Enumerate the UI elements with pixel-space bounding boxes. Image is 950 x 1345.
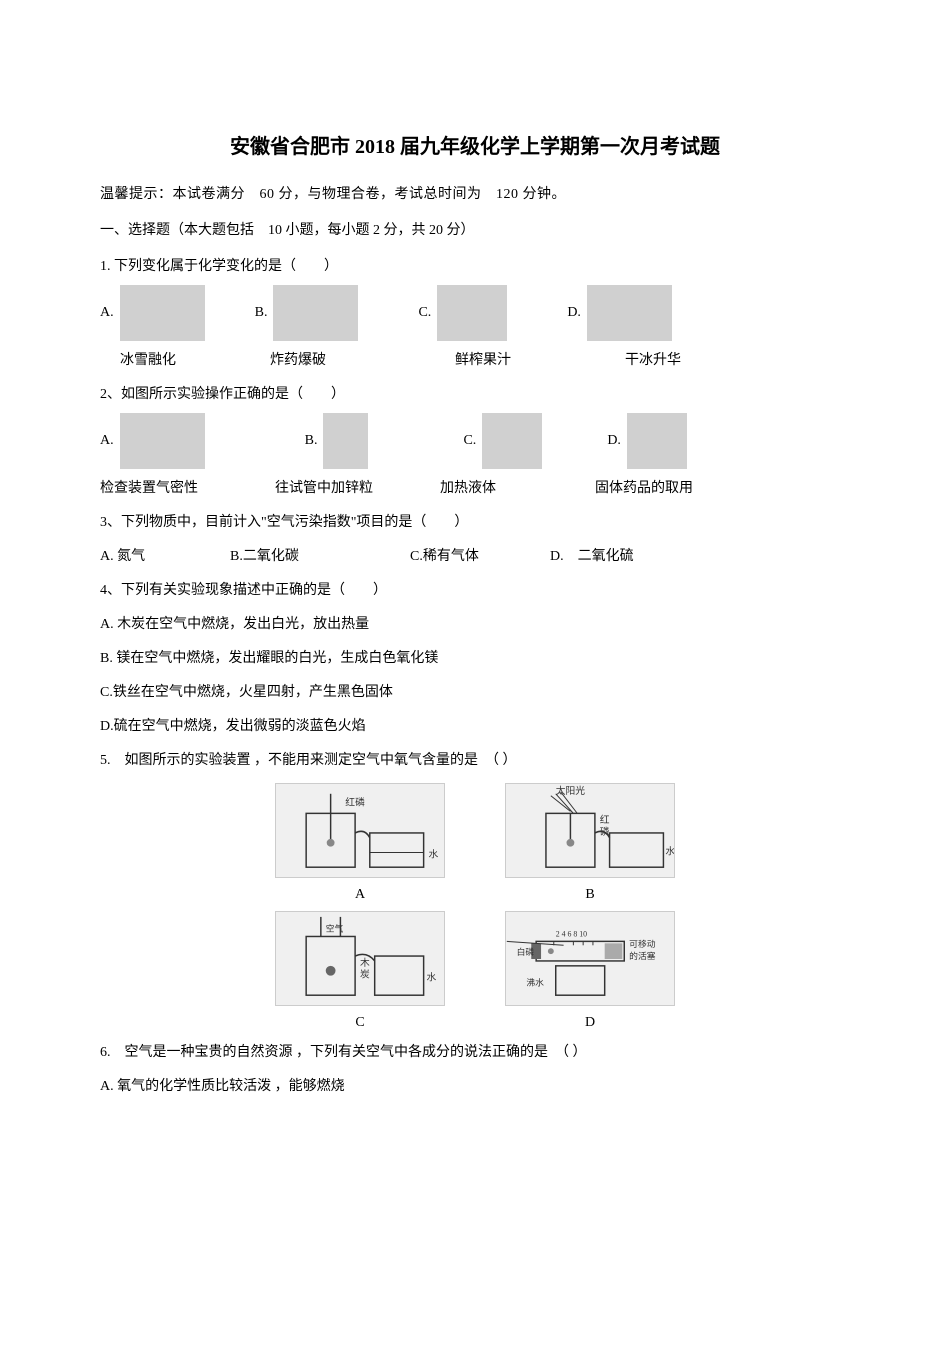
svg-text:红磷: 红磷 [345,796,365,809]
exam-title: 安徽省合肥市 2018 届九年级化学上学期第一次月考试题 [100,130,850,159]
svg-text:水: 水 [429,848,439,860]
q4-option-a: A. 木炭在空气中燃烧，发出白光，放出热量 [100,613,850,633]
q2-image-b [323,413,368,469]
q5-diagrams: 红磷 水 A 太阳光 红 磷 水 B [100,783,850,1031]
q2-label-b: B. [305,433,318,449]
q2-option-a: A. [100,413,205,469]
q2-image-d [627,413,687,469]
q5-svg-b: 太阳光 红 磷 水 [505,783,675,878]
q1-label-a: A. [100,305,114,321]
q1-options: A. B. C. D. [100,285,850,341]
q5-svg-a: 红磷 水 [275,783,445,878]
svg-text:太阳光: 太阳光 [556,784,586,797]
exam-hint: 温馨提示：本试卷满分 60 分，与物理合卷，考试总时间为 120 分钟。 [100,183,850,203]
q1-option-d: D. [567,285,672,341]
q2-captions: 检查装置气密性 往试管中加锌粒 加热液体 固体药品的取用 [100,477,850,497]
section-1-header: 一、选择题（本大题包括 10 小题，每小题 2 分，共 20 分） [100,219,850,239]
q3-text: 3、下列物质中，目前计入"空气污染指数"项目的是（ ） [100,511,850,531]
q5-diagram-d: 2 4 6 8 10 白磷 可移动 的活塞 沸水 D [505,911,675,1031]
q4-text: 4、下列有关实验现象描述中正确的是（ ） [100,579,850,599]
q1-option-b: B. [255,285,359,341]
q5-svg-c: 空气 木 炭 水 [275,911,445,1006]
q5-label-c: C [275,1015,445,1031]
q4-option-d: D.硫在空气中燃烧，发出微弱的淡蓝色火焰 [100,715,850,735]
svg-text:2 4 6 8 10: 2 4 6 8 10 [556,929,587,938]
q4-option-b: B. 镁在空气中燃烧，发出耀眼的白光，生成白色氧化镁 [100,647,850,667]
q2-label-a: A. [100,433,114,449]
q3-options: A. 氮气 B.二氧化碳 C.稀有气体 D. 二氧化硫 [100,545,850,565]
question-2: 2、如图所示实验操作正确的是（ ） A. B. C. D. 检查装置气密性 往试… [100,383,850,497]
q5-text: 5. 如图所示的实验装置 ，不能用来测定空气中氧气含量的是 （ ） [100,749,850,769]
q1-image-a [120,285,205,341]
q2-options: A. B. C. D. [100,413,850,469]
svg-text:水: 水 [665,845,675,857]
q1-text: 1. 下列变化属于化学变化的是（ ） [100,255,850,275]
q1-image-c [437,285,507,341]
svg-text:沸水: 沸水 [526,976,544,987]
q2-label-c: C. [463,433,476,449]
q2-image-a [120,413,205,469]
q1-caption-a: 冰雪融化 [100,349,215,369]
svg-text:木: 木 [360,957,370,969]
svg-text:炭: 炭 [360,969,370,981]
q2-caption-d: 固体药品的取用 [565,477,725,497]
q1-option-a: A. [100,285,205,341]
q1-caption-c: 鲜榨果汁 [395,349,570,369]
q5-label-a: A [275,887,445,903]
q6-text: 6. 空气是一种宝贵的自然资源 ，下列有关空气中各成分的说法正确的是 （ ） [100,1041,850,1061]
svg-text:可移动: 可移动 [629,938,656,949]
svg-text:空气: 空气 [326,923,344,934]
q3-option-d: D. 二氧化硫 [550,545,634,565]
q2-option-d: D. [607,413,687,469]
svg-text:白磷: 白磷 [517,946,535,957]
q6-option-a: A. 氧气的化学性质比较活泼 ，能够燃烧 [100,1075,850,1095]
q1-label-b: B. [255,305,268,321]
q2-label-d: D. [607,433,621,449]
q1-caption-d: 干冰升华 [570,349,720,369]
q5-row-1: 红磷 水 A 太阳光 红 磷 水 B [100,783,850,903]
q2-caption-b: 往试管中加锌粒 [235,477,420,497]
q1-image-b [273,285,358,341]
q2-option-b: B. [305,413,369,469]
q5-svg-d: 2 4 6 8 10 白磷 可移动 的活塞 沸水 [505,911,675,1006]
q1-option-c: C. [418,285,507,341]
q2-caption-c: 加热液体 [420,477,565,497]
q1-captions: 冰雪融化 炸药爆破 鲜榨果汁 干冰升华 [100,349,850,369]
q3-option-a: A. 氮气 [100,545,230,565]
q5-label-d: D [505,1015,675,1031]
q3-option-c: C.稀有气体 [410,545,550,565]
q2-text: 2、如图所示实验操作正确的是（ ） [100,383,850,403]
svg-text:红: 红 [600,813,610,826]
question-1: 1. 下列变化属于化学变化的是（ ） A. B. C. D. 冰雪融化 炸药爆破… [100,255,850,369]
q2-image-c [482,413,542,469]
q5-label-b: B [505,887,675,903]
svg-text:水: 水 [427,972,437,984]
q2-option-c: C. [463,413,542,469]
q1-caption-b: 炸药爆破 [215,349,395,369]
q5-row-2: 空气 木 炭 水 C 2 4 6 8 10 白磷 [100,911,850,1031]
q4-option-c: C.铁丝在空气中燃烧，火星四射，产生黑色固体 [100,681,850,701]
svg-text:的活塞: 的活塞 [629,950,656,961]
q1-label-c: C. [418,305,431,321]
q3-option-b: B.二氧化碳 [230,545,410,565]
q5-diagram-a: 红磷 水 A [275,783,445,903]
q1-image-d [587,285,672,341]
q1-label-d: D. [567,305,581,321]
q5-diagram-c: 空气 木 炭 水 C [275,911,445,1031]
q2-caption-a: 检查装置气密性 [100,477,235,497]
q5-diagram-b: 太阳光 红 磷 水 B [505,783,675,903]
